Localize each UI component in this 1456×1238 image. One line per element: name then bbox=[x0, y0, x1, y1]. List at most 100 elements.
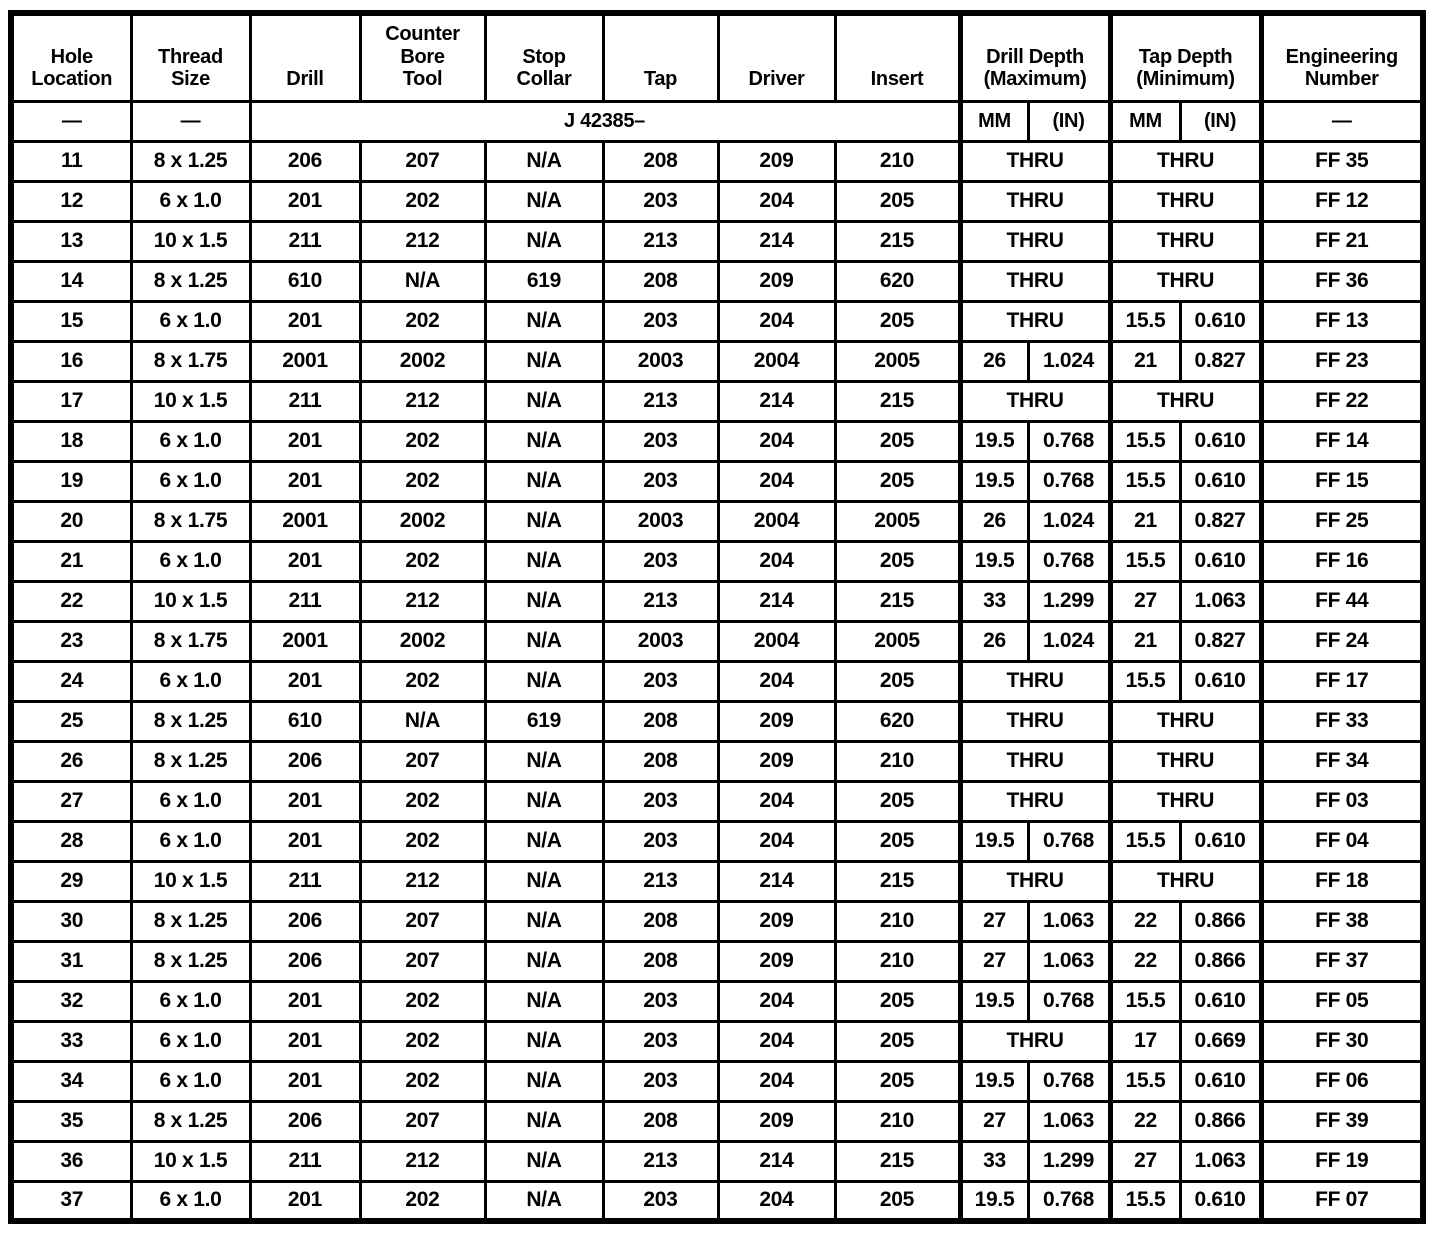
cell-driver: 209 bbox=[716, 739, 837, 783]
cell-tap-depth-in: 0.866 bbox=[1178, 899, 1263, 943]
cell-counter-bore-tool: 202 bbox=[358, 419, 487, 463]
cell-thread-size: 6 x 1.0 bbox=[129, 179, 252, 223]
cell-drill-depth-mm: 27 bbox=[957, 899, 1030, 943]
cell-tap-depth-thru: THRU bbox=[1107, 779, 1263, 823]
cell-driver: 209 bbox=[716, 1099, 837, 1143]
cell-thread-size: 8 x 1.25 bbox=[129, 939, 252, 983]
cell-drill-depth-mm: 33 bbox=[957, 579, 1030, 623]
cell-stop-collar: N/A bbox=[483, 1099, 605, 1143]
cell-driver: 209 bbox=[716, 259, 837, 303]
cell-driver: 204 bbox=[716, 1179, 837, 1223]
cell-counter-bore-tool: 202 bbox=[358, 779, 487, 823]
subheader-thread-size-dash: — bbox=[129, 99, 252, 143]
cell-hole-location: 16 bbox=[9, 339, 133, 383]
cell-driver: 209 bbox=[716, 699, 837, 743]
cell-insert: 215 bbox=[833, 859, 962, 903]
cell-drill-depth-thru: THRU bbox=[957, 139, 1112, 183]
cell-thread-size: 6 x 1.0 bbox=[129, 779, 252, 823]
cell-tap: 203 bbox=[601, 459, 720, 503]
cell-tap-depth-mm: 22 bbox=[1107, 939, 1182, 983]
cell-tap: 203 bbox=[601, 659, 720, 703]
header-thread-size: Thread Size bbox=[129, 11, 252, 103]
cell-thread-size: 6 x 1.0 bbox=[129, 419, 252, 463]
cell-thread-size: 10 x 1.5 bbox=[129, 379, 252, 423]
cell-engineering-number: FF 18 bbox=[1258, 859, 1425, 903]
cell-stop-collar: N/A bbox=[483, 579, 605, 623]
cell-hole-location: 37 bbox=[9, 1179, 133, 1223]
cell-hole-location: 21 bbox=[9, 539, 133, 583]
cell-stop-collar: N/A bbox=[483, 1139, 605, 1183]
cell-counter-bore-tool: 202 bbox=[358, 539, 487, 583]
cell-drill-depth-thru: THRU bbox=[957, 739, 1112, 783]
cell-drill-depth-in: 1.063 bbox=[1026, 939, 1112, 983]
cell-stop-collar: N/A bbox=[483, 339, 605, 383]
cell-tap: 203 bbox=[601, 539, 720, 583]
cell-tap: 2003 bbox=[601, 339, 720, 383]
cell-tap-depth-mm: 15.5 bbox=[1107, 419, 1182, 463]
cell-driver: 209 bbox=[716, 939, 837, 983]
cell-engineering-number: FF 17 bbox=[1258, 659, 1425, 703]
table-row: 36 10 x 1.5 211 212 N/A 213 214 215 33 1.299 27 1.0… bbox=[9, 1139, 1425, 1183]
table-row: 35 8 x 1.25 206 207 N/A 208 209 210 27 1.063 22 0.8… bbox=[9, 1099, 1425, 1143]
cell-counter-bore-tool: 2002 bbox=[358, 339, 487, 383]
cell-counter-bore-tool: 212 bbox=[358, 859, 487, 903]
cell-tap: 213 bbox=[601, 579, 720, 623]
table-row: 20 8 x 1.75 2001 2002 N/A 2003 2004 2005 26 1.024… bbox=[9, 499, 1425, 543]
header-counter-bore-tool: Counter Bore Tool bbox=[358, 11, 487, 103]
cell-tap-depth-in: 0.610 bbox=[1178, 299, 1263, 343]
cell-engineering-number: FF 23 bbox=[1258, 339, 1425, 383]
cell-driver: 2004 bbox=[716, 499, 837, 543]
cell-tap: 208 bbox=[601, 939, 720, 983]
cell-tap-depth-in: 0.610 bbox=[1178, 819, 1263, 863]
cell-counter-bore-tool: 212 bbox=[358, 379, 487, 423]
cell-driver: 209 bbox=[716, 139, 837, 183]
cell-drill-depth-thru: THRU bbox=[957, 1019, 1112, 1063]
cell-thread-size: 6 x 1.0 bbox=[129, 979, 252, 1023]
table-row: 30 8 x 1.25 206 207 N/A 208 209 210 27 1.063 22 0.8… bbox=[9, 899, 1425, 943]
cell-driver: 204 bbox=[716, 419, 837, 463]
cell-drill-depth-thru: THRU bbox=[957, 299, 1112, 343]
cell-tap: 208 bbox=[601, 1099, 720, 1143]
cell-tap: 203 bbox=[601, 979, 720, 1023]
cell-stop-collar: N/A bbox=[483, 539, 605, 583]
cell-stop-collar: 619 bbox=[483, 259, 605, 303]
cell-thread-size: 8 x 1.25 bbox=[129, 259, 252, 303]
cell-engineering-number: FF 44 bbox=[1258, 579, 1425, 623]
cell-hole-location: 27 bbox=[9, 779, 133, 823]
cell-drill: 206 bbox=[248, 139, 362, 183]
cell-drill-depth-thru: THRU bbox=[957, 179, 1112, 223]
table-row: 19 6 x 1.0 201 202 N/A 203 204 205 19.5 0.768 15.5… bbox=[9, 459, 1425, 503]
cell-tap-depth-mm: 27 bbox=[1107, 1139, 1182, 1183]
cell-drill-depth-mm: 19.5 bbox=[957, 1059, 1030, 1103]
cell-drill: 201 bbox=[248, 779, 362, 823]
cell-insert: 205 bbox=[833, 779, 962, 823]
cell-tap: 208 bbox=[601, 899, 720, 943]
cell-drill-depth-thru: THRU bbox=[957, 779, 1112, 823]
cell-tap-depth-mm: 15.5 bbox=[1107, 979, 1182, 1023]
cell-tap: 213 bbox=[601, 1139, 720, 1183]
cell-stop-collar: N/A bbox=[483, 1179, 605, 1223]
cell-engineering-number: FF 36 bbox=[1258, 259, 1425, 303]
cell-engineering-number: FF 39 bbox=[1258, 1099, 1425, 1143]
subheader-drill-depth-in: (IN) bbox=[1026, 99, 1112, 143]
cell-insert: 210 bbox=[833, 899, 962, 943]
cell-tap: 213 bbox=[601, 379, 720, 423]
cell-drill-depth-thru: THRU bbox=[957, 659, 1112, 703]
cell-tap-depth-in: 0.827 bbox=[1178, 619, 1263, 663]
cell-stop-collar: N/A bbox=[483, 459, 605, 503]
cell-insert: 205 bbox=[833, 819, 962, 863]
cell-drill: 206 bbox=[248, 1099, 362, 1143]
cell-drill-depth-mm: 19.5 bbox=[957, 819, 1030, 863]
cell-driver: 214 bbox=[716, 379, 837, 423]
cell-drill-depth-thru: THRU bbox=[957, 379, 1112, 423]
cell-drill-depth-in: 1.299 bbox=[1026, 1139, 1112, 1183]
cell-tap-depth-mm: 15.5 bbox=[1107, 1179, 1182, 1223]
cell-counter-bore-tool: 202 bbox=[358, 179, 487, 223]
cell-driver: 214 bbox=[716, 1139, 837, 1183]
cell-counter-bore-tool: 212 bbox=[358, 219, 487, 263]
cell-driver: 204 bbox=[716, 539, 837, 583]
cell-insert: 210 bbox=[833, 1099, 962, 1143]
cell-drill-depth-mm: 19.5 bbox=[957, 419, 1030, 463]
cell-thread-size: 6 x 1.0 bbox=[129, 539, 252, 583]
